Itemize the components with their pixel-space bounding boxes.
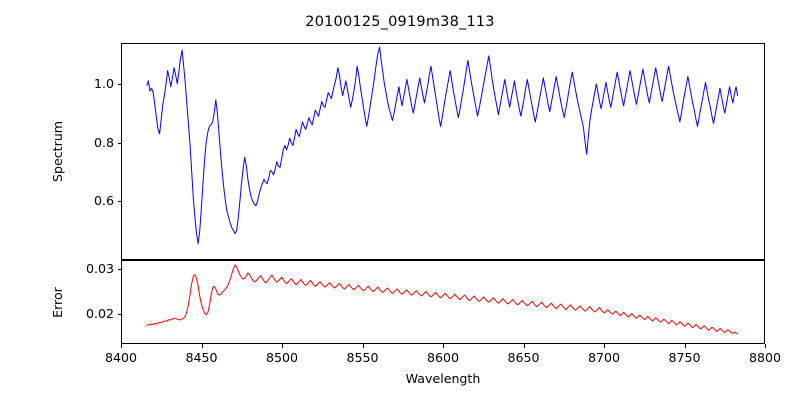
error-y-axis-label: Error bbox=[49, 286, 65, 318]
spectrum-ytick-label-1: 0.8 bbox=[93, 134, 114, 150]
xtick-label-0: 8400 bbox=[104, 350, 138, 365]
spectrum-ytick-1 bbox=[117, 142, 121, 144]
xtick-label-6: 8700 bbox=[587, 350, 621, 365]
xtick-4 bbox=[443, 344, 445, 348]
x-axis-label: Wavelength bbox=[405, 371, 481, 386]
error-data-line bbox=[146, 264, 739, 335]
error-ytick-label-0: 0.02 bbox=[85, 305, 114, 321]
xtick-label-4: 8600 bbox=[426, 350, 460, 365]
spectrum-data-line bbox=[146, 46, 739, 245]
xtick-0 bbox=[121, 344, 123, 348]
xtick-6 bbox=[604, 344, 606, 348]
spectrum-ytick-2 bbox=[117, 83, 121, 85]
error-ytick-0 bbox=[117, 313, 121, 315]
spectrum-ytick-label-0: 0.6 bbox=[93, 193, 114, 209]
xtick-1 bbox=[201, 344, 203, 348]
xtick-5 bbox=[523, 344, 525, 348]
xtick-label-2: 8500 bbox=[265, 350, 299, 365]
xtick-label-8: 8800 bbox=[748, 350, 782, 365]
xtick-2 bbox=[282, 344, 284, 348]
xtick-7 bbox=[684, 344, 686, 348]
xtick-8 bbox=[765, 344, 767, 348]
xtick-label-3: 8550 bbox=[346, 350, 379, 365]
error-ytick-label-1: 0.03 bbox=[85, 261, 114, 277]
spectrum-ytick-label-2: 1.0 bbox=[93, 75, 114, 91]
figure-title: 20100125_0919m38_113 bbox=[305, 14, 495, 30]
spectrum-ytick-0 bbox=[117, 201, 121, 203]
error-axes bbox=[121, 260, 765, 344]
error-ytick-1 bbox=[117, 269, 121, 271]
xtick-3 bbox=[362, 344, 364, 348]
xtick-label-7: 8750 bbox=[668, 350, 701, 365]
xtick-label-1: 8450 bbox=[185, 350, 218, 365]
spectrum-axes bbox=[121, 43, 765, 260]
xtick-label-5: 8650 bbox=[507, 350, 540, 365]
